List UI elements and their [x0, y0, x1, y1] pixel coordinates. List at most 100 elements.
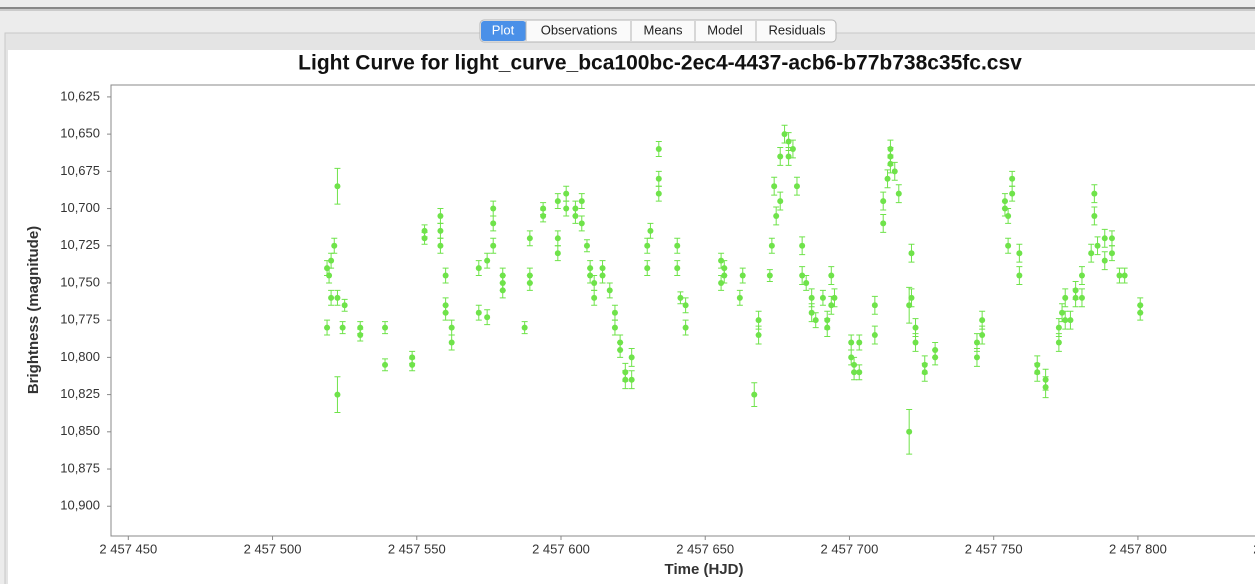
data-point — [442, 272, 449, 279]
data-point — [1055, 324, 1062, 331]
x-tick-label: 2 457 550 — [388, 541, 446, 556]
data-point — [973, 339, 980, 346]
data-point — [617, 346, 624, 353]
data-points — [324, 124, 1144, 455]
data-point — [647, 227, 654, 234]
data-point — [490, 205, 497, 212]
data-point — [682, 302, 689, 309]
data-point — [1091, 190, 1098, 197]
data-point — [781, 131, 788, 138]
data-point — [1108, 250, 1115, 257]
data-point — [611, 309, 618, 316]
data-point — [655, 190, 662, 197]
data-point — [475, 309, 482, 316]
x-tick-label: 2 457 800 — [1109, 541, 1167, 556]
data-point — [755, 332, 762, 339]
x-tick-label: 2 457 750 — [965, 541, 1023, 556]
data-point — [682, 324, 689, 331]
data-point — [1067, 317, 1074, 324]
data-point — [1001, 205, 1008, 212]
data-point — [773, 212, 780, 219]
data-point — [339, 324, 346, 331]
data-point — [628, 376, 635, 383]
data-point — [1042, 384, 1049, 391]
data-point — [808, 309, 815, 316]
y-tick-label: 10,825 — [60, 386, 100, 401]
tab[interactable]: Means — [643, 22, 683, 37]
data-point — [871, 332, 878, 339]
y-tick-label: 10,675 — [60, 163, 100, 178]
data-point — [1091, 212, 1098, 219]
tab[interactable]: Plot — [492, 22, 515, 37]
data-point — [799, 242, 806, 249]
data-point — [721, 272, 728, 279]
data-point — [644, 265, 651, 272]
x-tick-label: 2 457 450 — [99, 541, 157, 556]
tab[interactable]: Model — [707, 22, 743, 37]
data-point — [334, 294, 341, 301]
data-point — [912, 339, 919, 346]
data-point — [326, 272, 333, 279]
data-point — [644, 242, 651, 249]
data-point — [521, 324, 528, 331]
data-point — [587, 272, 594, 279]
data-point — [768, 242, 775, 249]
data-point — [1055, 339, 1062, 346]
data-point — [880, 220, 887, 227]
data-point — [1078, 272, 1085, 279]
data-point — [382, 324, 389, 331]
data-point — [655, 175, 662, 182]
data-point — [554, 198, 561, 205]
data-point — [1059, 309, 1066, 316]
y-tick-label: 10,650 — [60, 126, 100, 141]
data-point — [382, 361, 389, 368]
data-point — [437, 212, 444, 219]
data-point — [409, 361, 416, 368]
data-point — [777, 198, 784, 205]
y-tick-label: 10,875 — [60, 460, 100, 475]
data-point — [331, 242, 338, 249]
data-point — [824, 324, 831, 331]
y-tick-label: 10,750 — [60, 274, 100, 289]
x-axis-title: Time (HJD) — [665, 561, 744, 578]
data-point — [328, 257, 335, 264]
data-point — [484, 314, 491, 321]
data-point — [578, 198, 585, 205]
data-point — [341, 302, 348, 309]
data-point — [891, 168, 898, 175]
data-point — [1088, 250, 1095, 257]
data-point — [655, 146, 662, 153]
data-point — [1009, 190, 1016, 197]
data-point — [828, 302, 835, 309]
data-point — [908, 250, 915, 257]
data-point — [554, 235, 561, 242]
data-point — [799, 272, 806, 279]
x-tick-label: 2 457 650 — [676, 541, 734, 556]
data-point — [599, 272, 606, 279]
data-point — [1101, 257, 1108, 264]
data-point — [793, 183, 800, 190]
data-point — [448, 339, 455, 346]
data-point — [718, 279, 725, 286]
tab-strip — [479, 19, 837, 43]
tab-selected — [481, 21, 526, 41]
data-point — [739, 272, 746, 279]
data-point — [819, 294, 826, 301]
tab[interactable]: Observations — [541, 22, 618, 37]
data-point — [895, 190, 902, 197]
data-point — [871, 302, 878, 309]
data-point — [437, 242, 444, 249]
data-point — [490, 220, 497, 227]
tab-bar: Plot Observations Means Model Residuals — [479, 19, 837, 43]
tab[interactable]: Residuals — [768, 22, 826, 37]
data-point — [572, 212, 579, 219]
data-point — [1108, 235, 1115, 242]
data-point — [851, 369, 858, 376]
plot-frame — [110, 84, 1255, 537]
data-point — [324, 324, 331, 331]
data-point — [1062, 317, 1069, 324]
data-point — [583, 242, 590, 249]
data-point — [421, 235, 428, 242]
